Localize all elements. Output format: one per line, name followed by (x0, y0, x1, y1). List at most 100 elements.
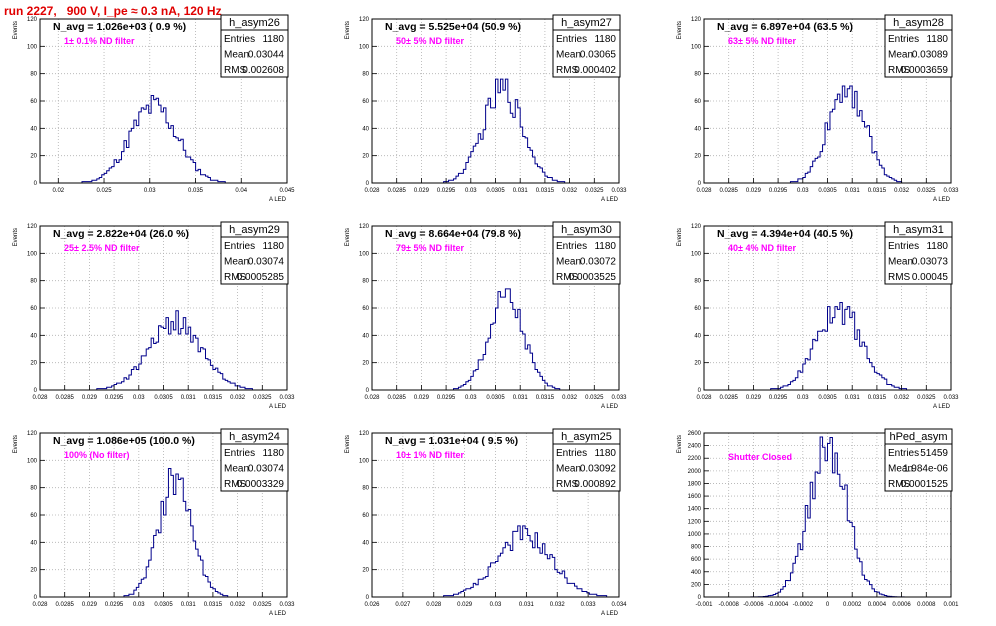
x-tick-label: 0.029 (414, 395, 430, 401)
stats-title: h_asym31 (893, 224, 944, 236)
y-tick-label: 120 (359, 17, 370, 23)
x-tick-label: 0.033 (611, 188, 627, 194)
stats-box (884, 428, 953, 492)
x-tick-label: 0.0315 (868, 188, 887, 194)
stats-key: Mean (224, 464, 249, 475)
y-tick-label: 0 (34, 181, 38, 187)
stats-key: Mean (888, 50, 913, 61)
stats-key: Mean (888, 464, 913, 475)
x-tick-label: 0.03 (465, 395, 477, 401)
histogram-svg: 0.028 0.0285 0.029 0.0295 0.03 0.0305 0.031 0.0… (13, 221, 295, 410)
y-tick-label: 60 (30, 99, 37, 105)
stats-title: h_asym28 (893, 17, 944, 29)
y-axis-label: Events (677, 435, 683, 453)
x-tick-label: 0.029 (457, 602, 473, 608)
navg-label: N_avg = 1.086e+05 (100.0 %) (53, 435, 195, 447)
histogram-panel-h_asym24: 0.028 0.0285 0.029 0.0295 0.03 0.0305 0.031 0.0… (0, 414, 332, 626)
x-tick-label: 0.0315 (868, 395, 887, 401)
y-tick-label: 100 (359, 251, 370, 257)
stats-key: Entries (224, 448, 255, 459)
stats-value: 1180 (262, 448, 284, 459)
y-tick-label: 100 (691, 251, 702, 257)
y-tick-label: 80 (30, 279, 37, 285)
histogram-svg: -0.001 -0.0008 -0.0006 -0.0004 -0.0002 0 0.000… (677, 428, 959, 608)
x-tick-label: 0.028 (32, 602, 48, 608)
histogram-panel-h_asym28: 0.028 0.0285 0.029 0.0295 0.03 0.0305 0.031 0.0… (664, 0, 996, 212)
x-tick-label: 0.0008 (917, 602, 936, 608)
x-tick-label: 0.029 (82, 602, 98, 608)
y-tick-label: 2400 (688, 444, 702, 450)
x-tick-label: 0.03 (133, 395, 145, 401)
x-tick-label: 0.0006 (892, 602, 911, 608)
y-tick-label: 0 (366, 595, 370, 601)
y-tick-label: 120 (27, 17, 38, 23)
x-tick-label: 0.033 (611, 395, 627, 401)
y-tick-label: 100 (27, 44, 38, 50)
x-tick-label: 0.0285 (388, 395, 407, 401)
stats-value: 0.000892 (574, 479, 616, 490)
histogram-svg: 0.026 0.027 0.028 0.029 0.03 0.031 0.032 0.033 0… (345, 428, 627, 617)
stats-title: h_asym26 (229, 17, 280, 29)
y-tick-label: 60 (30, 306, 37, 312)
navg-label: N_avg = 2.822e+04 (26.0 %) (53, 228, 189, 240)
stats-value: 0.002608 (242, 65, 284, 76)
histogram-panel-h_asym31: 0.028 0.0285 0.029 0.0295 0.03 0.0305 0.031 0.0… (664, 207, 996, 419)
y-tick-label: 20 (362, 361, 369, 367)
stats-value: 0.03073 (912, 257, 949, 268)
stats-box (884, 14, 953, 78)
x-tick-label: 0.0285 (720, 395, 739, 401)
histogram-panel-h_asym30: 0.028 0.0285 0.029 0.0295 0.03 0.0305 0.031 0.0… (332, 207, 664, 419)
y-tick-label: 40 (362, 126, 369, 132)
stats-key: Entries (556, 34, 587, 45)
stats-value: 0.0003329 (237, 479, 285, 490)
y-tick-label: 20 (362, 154, 369, 160)
x-tick-label: 0 (826, 602, 830, 608)
stats-key: Entries (556, 448, 587, 459)
stats-box (220, 14, 289, 78)
y-tick-label: 80 (694, 72, 701, 78)
y-tick-label: 20 (30, 154, 37, 160)
y-tick-label: 40 (362, 540, 369, 546)
y-tick-label: 20 (30, 361, 37, 367)
y-tick-label: 80 (362, 486, 369, 492)
stats-key: Mean (556, 50, 581, 61)
x-tick-label: 0.031 (513, 188, 529, 194)
x-tick-label: 0.04 (235, 188, 247, 194)
x-tick-label: 0.0305 (486, 188, 505, 194)
x-tick-label: 0.0295 (437, 188, 456, 194)
stats-box (220, 428, 289, 492)
x-axis-label: A LED (269, 197, 287, 203)
stats-value: 1180 (926, 34, 948, 45)
run-title: run 2227, 900 V, I_pe ≈ 0.3 nA, 120 Hz (4, 4, 222, 18)
y-tick-label: 40 (694, 333, 701, 339)
x-tick-label: 0.032 (562, 188, 578, 194)
x-tick-label: 0.035 (188, 188, 204, 194)
x-tick-label: -0.0004 (768, 602, 789, 608)
y-tick-label: 400 (691, 570, 702, 576)
stats-key: Mean (556, 464, 581, 475)
stats-value: 0.0005285 (237, 272, 285, 283)
y-tick-label: 100 (691, 44, 702, 50)
x-axis-label: A LED (269, 404, 287, 410)
x-axis-label: A LED (933, 404, 951, 410)
x-tick-label: 0.0325 (917, 395, 936, 401)
stats-value: 0.03065 (580, 50, 617, 61)
x-tick-label: 0.0004 (868, 602, 887, 608)
x-axis-label: A LED (269, 611, 287, 617)
y-tick-label: 20 (694, 361, 701, 367)
stats-key: Entries (888, 34, 919, 45)
x-tick-label: 0.029 (82, 395, 98, 401)
x-tick-label: 0.032 (550, 602, 566, 608)
filter-note: Shutter Closed (728, 452, 792, 462)
x-tick-label: 0.028 (364, 188, 380, 194)
x-tick-label: 0.0285 (720, 188, 739, 194)
x-tick-label: 0.0295 (437, 395, 456, 401)
x-tick-label: 0.0325 (253, 395, 272, 401)
x-tick-label: 0.03 (490, 602, 502, 608)
histogram-svg: 0.02 0.025 0.03 0.035 0.04 0.045 0 20 40 60 80 100 1… (13, 14, 295, 203)
stats-key: Entries (556, 241, 587, 252)
x-tick-label: 0.031 (845, 188, 861, 194)
x-tick-label: 0.028 (696, 188, 712, 194)
y-axis-label: Events (677, 228, 683, 246)
stats-value: 1180 (594, 448, 616, 459)
